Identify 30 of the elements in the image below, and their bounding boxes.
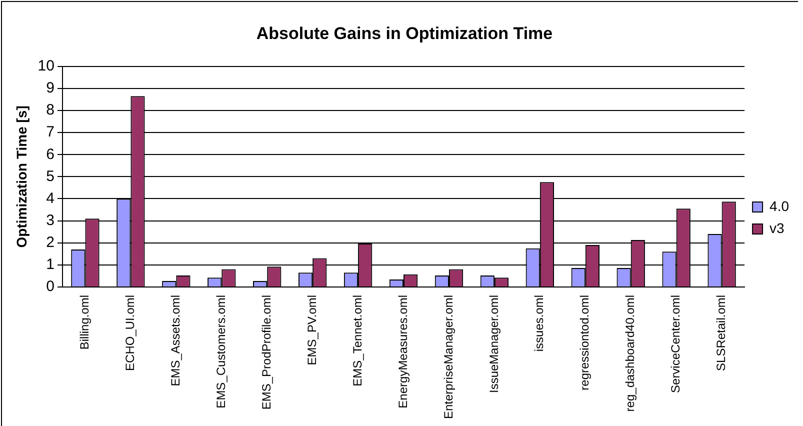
legend-label: v3 xyxy=(770,220,785,236)
x-tick-label: SLSRetail.oml xyxy=(714,294,728,371)
y-tick-label: 7 xyxy=(46,124,54,141)
y-tick-label: 8 xyxy=(46,102,54,119)
y-axis-title: Optimization Time [s] xyxy=(13,106,30,248)
chart-title: Absolute Gains in Optimization Time xyxy=(256,24,553,43)
y-tick-label: 0 xyxy=(46,278,54,296)
x-tick-label: issues.oml xyxy=(532,294,546,352)
x-tick-label: reg_dashboard40.oml xyxy=(623,294,638,412)
x-tick-label: Billing.oml xyxy=(78,294,92,350)
x-tick-label: EnergyMeasures.oml xyxy=(396,294,410,408)
x-tick-label: EMS_Assets.oml xyxy=(168,294,182,386)
x-tick-label: EMS_Tennet.oml xyxy=(350,294,364,386)
legend-label: 4.0 xyxy=(770,198,790,214)
x-tick-label: regressiontod.oml xyxy=(578,294,592,390)
y-tick-label: 2 xyxy=(46,234,54,251)
x-tick-label: EMS_Customers.oml xyxy=(214,294,228,408)
x-tick-label: EMS_ProdProfile.oml xyxy=(259,294,274,410)
y-tick-label: 10 xyxy=(38,58,54,75)
y-tick-label: 9 xyxy=(46,80,54,97)
x-tick-label: ECHO_UI.oml xyxy=(123,294,137,371)
y-tick-label: 6 xyxy=(46,146,54,163)
y-tick-label: 5 xyxy=(46,168,54,185)
y-tick-label: 1 xyxy=(46,256,54,274)
x-tick-label: IssueManager.oml xyxy=(486,294,501,393)
y-tick-label: 3 xyxy=(46,212,54,229)
y-tick-label: 4 xyxy=(46,190,54,207)
x-tick-label: ServiceCenter.oml xyxy=(668,294,683,393)
x-tick-label: EnterpriseManager.oml xyxy=(441,294,456,419)
x-tick-label: EMS_PV.oml xyxy=(304,294,319,366)
